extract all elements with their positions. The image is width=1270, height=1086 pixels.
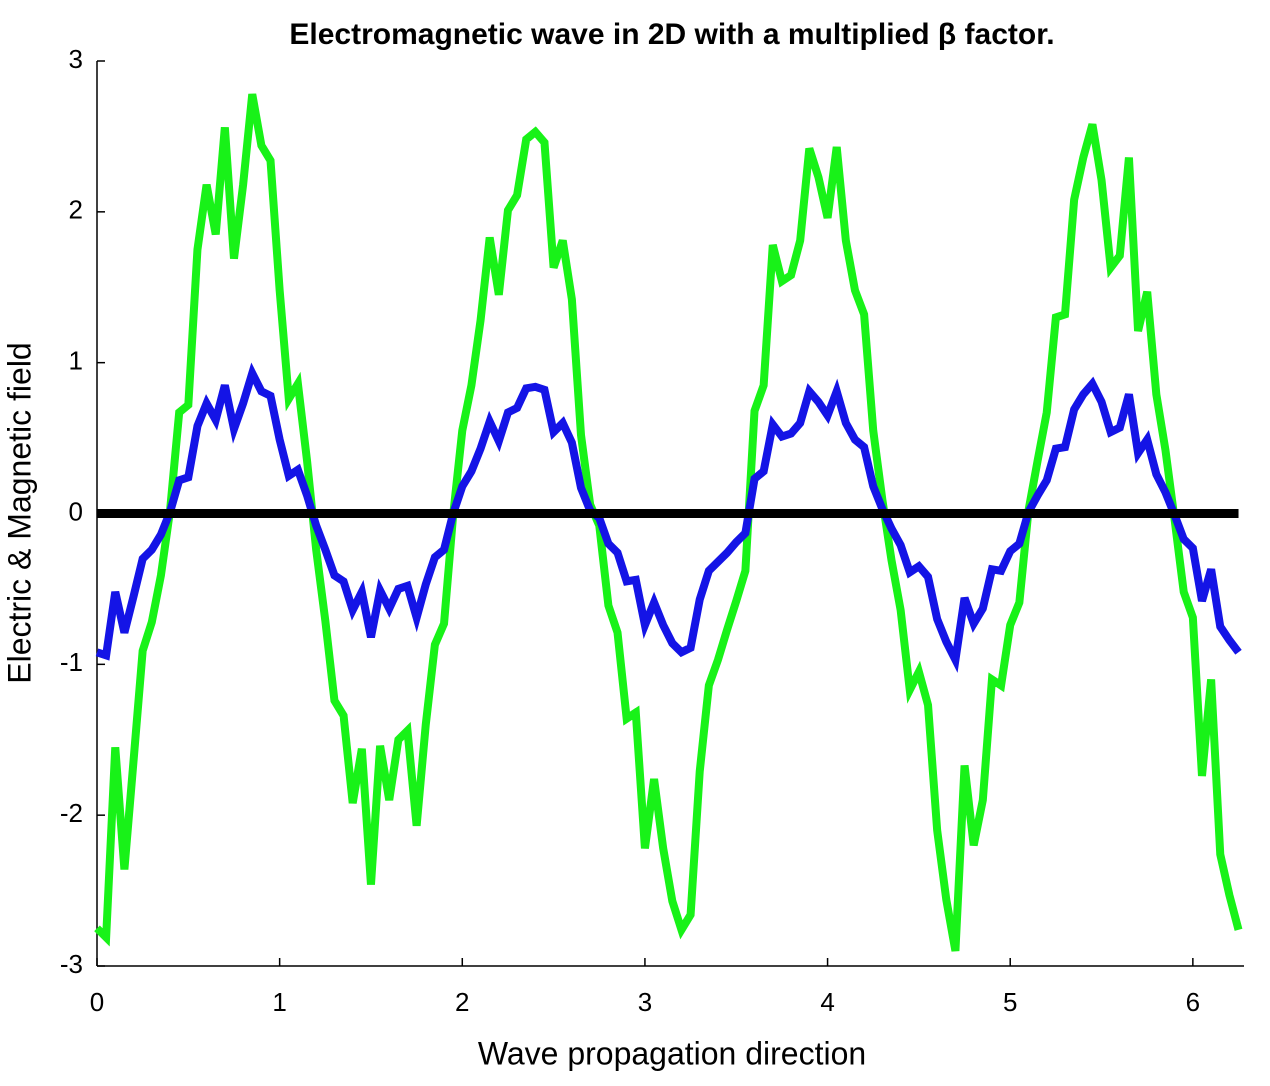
x-tick-label: 0 (90, 987, 104, 1017)
y-tick-label: -1 (60, 647, 83, 677)
x-axis-label: Wave propagation direction (478, 1035, 866, 1071)
y-tick-label: 1 (69, 346, 83, 376)
y-tick-label: 3 (69, 44, 83, 74)
data-line (95, 362, 1242, 673)
x-tick-label: 2 (455, 987, 469, 1017)
x-tick-label: 6 (1186, 987, 1200, 1017)
x-tick-label: 4 (820, 987, 834, 1017)
y-tick-label: -2 (60, 798, 83, 828)
chart-title: Electromagnetic wave in 2D with a multip… (289, 18, 1054, 51)
y-tick-label: 0 (69, 496, 83, 526)
data-line (94, 93, 1243, 952)
x-tick-label: 5 (1003, 987, 1017, 1017)
y-tick-label: 2 (69, 195, 83, 225)
x-tick-label: 1 (272, 987, 286, 1017)
y-axis-label: Electric & Magnetic field (1, 342, 37, 683)
y-tick-label: -3 (60, 949, 83, 979)
x-tick-label: 3 (638, 987, 652, 1017)
